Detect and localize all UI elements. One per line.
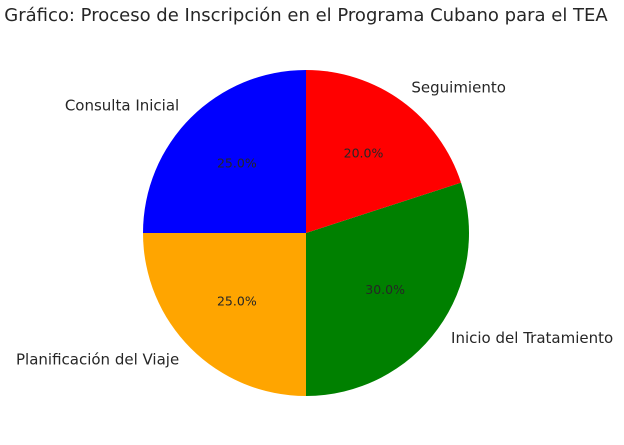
slice-label: Inicio del Tratamiento xyxy=(451,329,613,347)
value-label: 20.0% xyxy=(344,145,384,160)
value-label: 25.0% xyxy=(217,294,257,309)
chart-title: Gráfico: Proceso de Inscripción en el Pr… xyxy=(4,5,608,26)
pie-slice xyxy=(143,70,306,233)
pie-slice xyxy=(306,182,469,396)
slice-label: Consulta Inicial xyxy=(65,97,179,115)
slice-label: Seguimiento xyxy=(411,78,506,96)
value-label: 30.0% xyxy=(365,282,405,297)
pie-slice xyxy=(143,233,306,396)
pie-slice xyxy=(306,70,462,233)
slice-label: Planificación del Viaje xyxy=(16,350,179,368)
value-label: 25.0% xyxy=(217,155,257,170)
